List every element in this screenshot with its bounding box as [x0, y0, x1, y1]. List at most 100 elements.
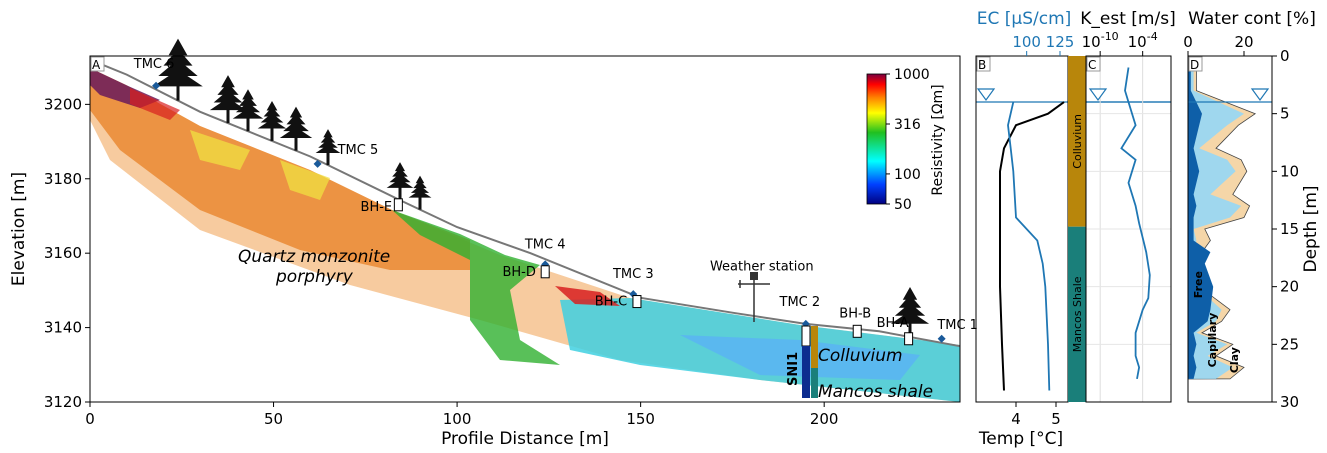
panel-b-x2label: EC [μS/cm] [977, 9, 1072, 29]
tree-icons [153, 38, 930, 337]
point-label: TMC 2 [779, 295, 821, 310]
panel-a-xlabel: Profile Distance [m] [441, 429, 609, 449]
tree-icon [386, 162, 414, 188]
colorbar-tick-label: 100 [894, 167, 921, 183]
borehole-marker [540, 265, 550, 279]
water-table-marker-b [976, 88, 996, 102]
free-label: Free [1192, 271, 1205, 298]
depth-tick-label: 10 [1280, 162, 1299, 180]
lithology-layer-label: Colluvium [1071, 114, 1084, 169]
resistivity-green-band [392, 210, 560, 365]
panel-b-axes: 4 5 100 125 [1011, 33, 1074, 428]
depth-tick-label: 0 [1280, 47, 1290, 65]
tree-icon [279, 106, 313, 138]
resistivity-orange-zone [90, 68, 470, 270]
water-table-marker-c [1088, 88, 1108, 102]
panel-c: Colluvium Mancos Shale C 10-10 10-4 K_est … [1068, 9, 1176, 403]
x-tick-label: 50 [264, 410, 283, 428]
panel-a-ylabel: Elevation [m] [9, 172, 29, 286]
panel-a-letter-box [90, 56, 105, 72]
panel-a-letter: A [92, 58, 101, 72]
resistivity-colorbar [866, 73, 887, 205]
weather-station-icon [738, 272, 770, 322]
lithology-layer [1068, 226, 1086, 402]
panel-d-axes: 0 20 0 5 10 15 20 25 30 [1183, 33, 1299, 411]
ec-series-line [1007, 101, 1051, 391]
panel-d-letter: D [1190, 58, 1199, 72]
d-x2-tick-label: 20 [1234, 33, 1253, 51]
point-markers [152, 81, 946, 346]
point-label: TMC 5 [337, 143, 379, 158]
panel-c-frame [1085, 55, 1172, 403]
c-x2-tick-label: 10-4 [1128, 30, 1158, 51]
borehole-marker [904, 332, 914, 346]
panel-c-letter: C [1088, 58, 1096, 72]
water-table-marker-d [1250, 88, 1270, 102]
colorbar-tick-label: 316 [894, 117, 921, 133]
resistivity-red-zone [130, 88, 180, 120]
tmc-marker [937, 334, 946, 343]
panel-b: B 4 5 100 125 Temp [°C] EC [μS/cm] [975, 9, 1171, 449]
b-x-tick-label: 5 [1051, 410, 1061, 428]
borehole-marker [852, 324, 862, 338]
depth-tick-label: 15 [1280, 220, 1299, 238]
b-x2-tick-label: 125 [1046, 33, 1075, 51]
panel-a: TMC 6 TMC 5 BH-E TMC 4 BH-D TMC 3 BH-C Weather … [9, 38, 978, 449]
lithology-column: Colluvium Mancos Shale [1068, 56, 1086, 402]
panel-a-axes: 0 50 100 150 200 3120 3140 3160 3180 3200 [44, 95, 839, 428]
panel-b-letter-box [976, 56, 991, 72]
x-tick-label: 100 [443, 410, 472, 428]
panel-d-letter-box [1188, 56, 1203, 72]
point-labels: TMC 6 TMC 5 BH-E TMC 4 BH-D TMC 3 BH-C Weather … [133, 57, 978, 333]
depth-tick-label: 25 [1280, 335, 1299, 353]
point-label: Weather station [710, 260, 814, 275]
borehole-marker [393, 198, 403, 212]
mancos-shale-label: Mancos shale [818, 382, 933, 402]
depth-tick-label: 5 [1280, 105, 1290, 123]
b-x2-tick-label: 100 [1012, 33, 1041, 51]
point-label: BH-E [361, 200, 393, 215]
resistivity-section [90, 68, 960, 402]
tree-icon [209, 75, 247, 111]
point-label: BH-D [502, 265, 535, 280]
panel-c-x2label: K_est [m/s] [1080, 9, 1175, 29]
c-x2-tick-label: 10-10 [1082, 30, 1119, 51]
colorbar-label: Resistivity [Ωm] [930, 84, 946, 195]
k-est-series-line [1120, 67, 1151, 380]
colorbar-ticks: 1000 316 100 50 [886, 67, 930, 213]
point-label: BH-B [839, 306, 871, 321]
y-tick-label: 3120 [44, 393, 82, 411]
colluvium-label: Colluvium [818, 346, 903, 366]
y-tick-label: 3180 [44, 170, 82, 188]
point-label: BH-C [595, 295, 627, 310]
tree-icon [232, 89, 264, 119]
panel-a-frame [89, 55, 961, 403]
colorbar-tick-label: 1000 [894, 67, 930, 83]
capillary-label: Capillary [1206, 313, 1219, 368]
panel-b-xlabel: Temp [°C] [978, 429, 1063, 449]
water-content-areas: Free Capillary Clay [1188, 67, 1257, 380]
panel-d-ylabel: Depth [m] [1301, 185, 1321, 272]
resistivity-red-patch [555, 286, 620, 306]
tree-icon [408, 175, 432, 198]
point-label: TMC 4 [524, 237, 566, 252]
panel-b-letter: B [978, 58, 986, 72]
panel-c-axes: 10-10 10-4 [1082, 30, 1158, 56]
rock-label-porphyry: porphyry [275, 267, 354, 287]
tmc-marker [152, 81, 161, 90]
sni1-label: SNI1 [786, 352, 801, 386]
tree-icon [315, 129, 341, 154]
x-tick-label: 200 [810, 410, 839, 428]
x-tick-label: 150 [626, 410, 655, 428]
point-label: TMC 3 [612, 267, 654, 282]
ground-surface-line [89, 58, 961, 348]
tree-icon [257, 100, 287, 129]
d-x2-tick-label: 0 [1183, 33, 1193, 51]
temperature-series-line [999, 101, 1065, 391]
tree-icon [890, 286, 930, 324]
depth-tick-label: 30 [1280, 393, 1299, 411]
y-tick-label: 3200 [44, 95, 82, 113]
sni1-column [801, 325, 818, 398]
tree-icon [153, 38, 203, 87]
